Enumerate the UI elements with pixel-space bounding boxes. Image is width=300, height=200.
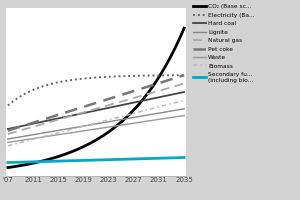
Legend: CO₂ (Base sc..., Electricity (Ba..., Hard coal, Lignite, Natural gas, Pet coke, : CO₂ (Base sc..., Electricity (Ba..., Har… xyxy=(192,3,256,84)
